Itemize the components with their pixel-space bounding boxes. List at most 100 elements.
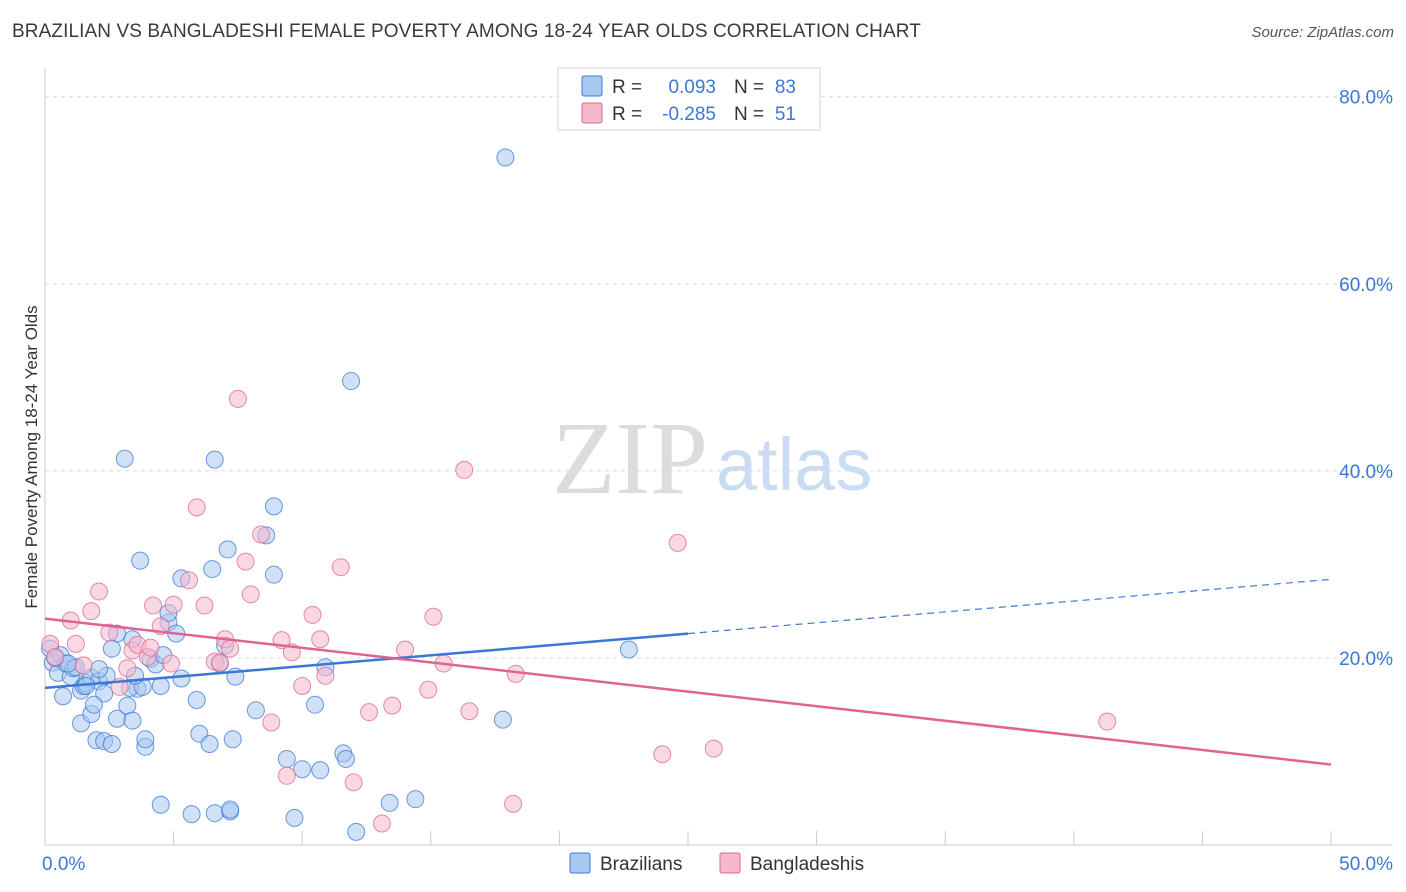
watermark-zip: ZIP — [552, 401, 708, 516]
brazilians-point-42 — [131, 551, 150, 570]
chart-title: BRAZILIAN VS BANGLADESHI FEMALE POVERTY … — [12, 21, 921, 42]
brazilians-point-58 — [311, 761, 330, 780]
legend-n-label-0: N = — [734, 77, 764, 98]
brazilians-point-33 — [136, 730, 155, 749]
bangladeshis-point-3 — [66, 634, 85, 653]
stats-legend: R = 0.093 N = 83 R = -0.285 N = 51 — [557, 67, 821, 131]
legend-n-value-0: 83 — [775, 77, 796, 98]
bangladeshis-point-49 — [504, 794, 523, 813]
legend-r-value-0: 0.093 — [668, 77, 716, 98]
brazilians-point-24 — [123, 711, 142, 730]
brazilians-point-74 — [200, 734, 219, 753]
bangladeshis-point-47 — [460, 702, 479, 721]
bangladeshis-point-38 — [344, 773, 363, 792]
brazilians-point-49 — [223, 730, 242, 749]
brazilians-point-69 — [182, 805, 201, 824]
brazilians-point-61 — [336, 749, 355, 768]
y-tick-label-0: 20.0% — [1339, 649, 1393, 670]
trend-lines — [44, 578, 1332, 766]
legend-swatch-brazilians — [581, 75, 603, 97]
brazilians-point-79 — [90, 660, 109, 679]
bangladeshis-point-53 — [1098, 712, 1117, 731]
bangladeshis-point-50 — [668, 533, 687, 552]
series-legend: Brazilians Bangladeshis — [569, 852, 864, 875]
bangladeshis-point-4 — [74, 656, 93, 675]
bangladeshis-point-20 — [195, 596, 214, 615]
x-tick-labels: 0.0% 50.0% — [42, 854, 1393, 875]
brazilians-point-23 — [118, 696, 137, 715]
brazilians-point-53 — [264, 565, 283, 584]
bangladeshis-point-18 — [180, 571, 199, 590]
y-tick-label-2: 60.0% — [1339, 275, 1393, 296]
series-brazilians — [41, 148, 638, 841]
bangladeshis-point-17 — [164, 595, 183, 614]
brazilians-point-51 — [246, 701, 265, 720]
bottom-legend-swatch-bangladeshis — [719, 852, 741, 874]
bangladeshis-point-41 — [383, 696, 402, 715]
brazilians-point-57 — [306, 695, 325, 714]
bangladeshis-point-43 — [419, 680, 438, 699]
bangladeshis-point-19 — [187, 498, 206, 517]
bangladeshis-point-9 — [118, 659, 137, 678]
bangladeshis-point-29 — [262, 713, 281, 732]
y-tick-label-3: 80.0% — [1339, 88, 1393, 109]
brazilians-point-70 — [205, 804, 224, 823]
brazilians-point-41 — [115, 449, 134, 468]
axes — [44, 68, 1392, 846]
brazilians-point-55 — [277, 749, 296, 768]
bangladeshis-point-26 — [236, 552, 255, 571]
bottom-legend-label-brazilians: Brazilians — [600, 854, 682, 875]
legend-r-label-0: R = — [612, 77, 642, 98]
bangladeshis-point-31 — [277, 766, 296, 785]
x-tick-label-0: 0.0% — [42, 854, 85, 875]
legend-n-label-1: N = — [734, 104, 764, 125]
bangladeshis-point-46 — [455, 460, 474, 479]
chart-source: Source: ZipAtlas.com — [1251, 24, 1394, 41]
bangladeshis-point-27 — [241, 585, 260, 604]
brazilians-point-65 — [406, 790, 425, 809]
brazilians-point-21 — [102, 734, 121, 753]
bangladeshis-point-28 — [252, 525, 271, 544]
bangladeshis-point-25 — [228, 389, 247, 408]
brazilians-point-48 — [218, 540, 237, 559]
brazilians-point-68 — [151, 795, 170, 814]
bottom-legend-swatch-brazilians — [569, 852, 591, 874]
bangladeshis-point-16 — [162, 654, 181, 673]
bangladeshis-point-35 — [311, 630, 330, 649]
legend-r-label-1: R = — [612, 104, 642, 125]
brazilians-point-18 — [84, 695, 103, 714]
bangladeshis-point-39 — [360, 703, 379, 722]
y-tick-labels: 20.0% 40.0% 60.0% 80.0% — [1339, 88, 1393, 670]
grid-lines — [45, 96, 1392, 659]
brazilians-point-72 — [285, 808, 304, 827]
bangladeshis-point-24 — [221, 639, 240, 658]
x-tick-label-1: 50.0% — [1339, 854, 1393, 875]
y-axis-label: Female Poverty Among 18-24 Year Olds — [22, 305, 41, 608]
bangladeshis-point-33 — [293, 676, 312, 695]
legend-n-value-1: 51 — [775, 104, 796, 125]
brazilians-point-43 — [187, 691, 206, 710]
trend-line-brazilians — [44, 632, 689, 690]
bangladeshis-point-52 — [704, 739, 723, 758]
watermark: ZIP atlas — [552, 401, 872, 516]
bangladeshis-point-40 — [372, 814, 391, 833]
brazilians-point-27 — [102, 639, 121, 658]
brazilians-point-63 — [347, 822, 366, 841]
brazilians-point-81 — [172, 669, 191, 688]
bangladeshis-point-14 — [144, 596, 163, 615]
legend-r-value-1: -0.285 — [662, 104, 716, 125]
trend-line-brazilians-extension — [687, 578, 1332, 635]
y-tick-label-1: 40.0% — [1339, 462, 1393, 483]
brazilians-point-56 — [293, 760, 312, 779]
bangladeshis-point-7 — [100, 623, 119, 642]
bangladeshis-point-13 — [141, 638, 160, 657]
bottom-legend-label-bangladeshis: Bangladeshis — [750, 854, 864, 875]
brazilians-point-64 — [380, 793, 399, 812]
bangladeshis-point-1 — [46, 647, 65, 666]
brazilians-point-66 — [493, 710, 512, 729]
brazilians-point-14 — [95, 684, 114, 703]
bangladeshis-point-5 — [82, 602, 101, 621]
brazilians-point-45 — [203, 560, 222, 579]
brazilians-point-62 — [342, 372, 361, 391]
